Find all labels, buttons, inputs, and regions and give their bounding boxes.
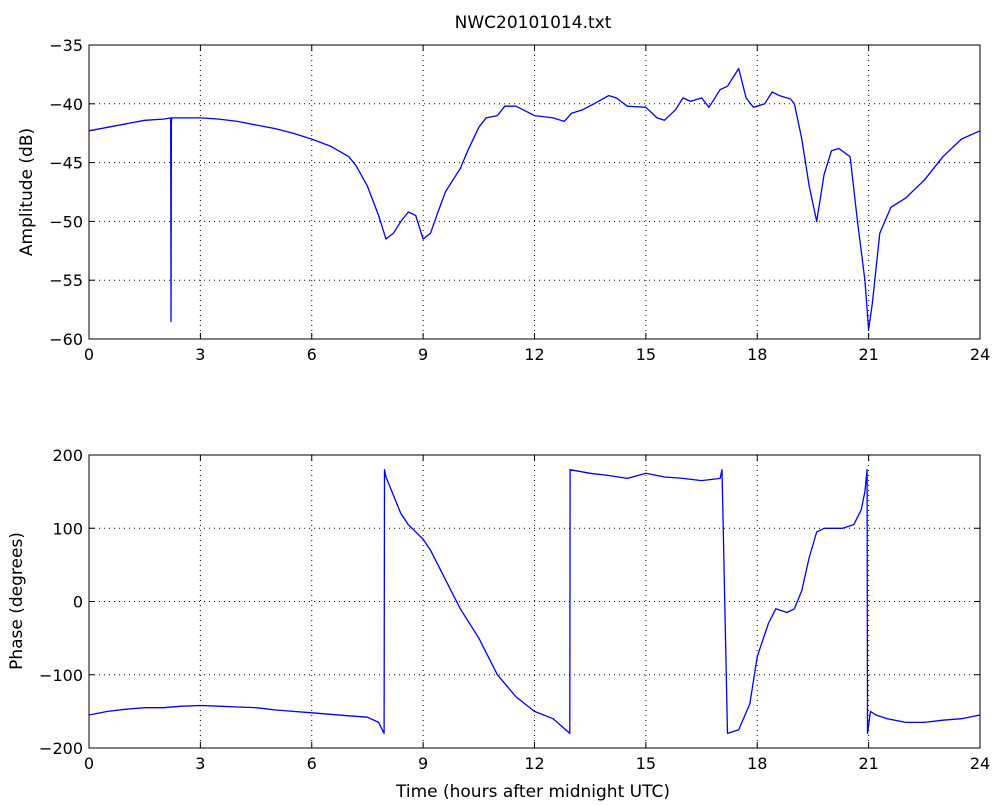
phase-xtick-label: 0: [84, 754, 94, 773]
phase-ytick-label: −200: [39, 739, 83, 758]
phase-xtick-label: 18: [747, 754, 767, 773]
amplitude-xtick-label: 12: [524, 345, 544, 364]
phase-ytick-label: 0: [73, 593, 83, 612]
amplitude-series-line: [88, 67, 981, 331]
phase-series-line: [88, 469, 981, 735]
amplitude-xtick-label: 24: [970, 345, 990, 364]
amplitude-ytick-label: −50: [49, 212, 83, 231]
phase-xtick-label: 12: [524, 754, 544, 773]
phase-ytick-label: 200: [52, 446, 83, 465]
amplitude-xtick-label: 21: [858, 345, 878, 364]
amplitude-plot: 0 3 6 9 12 15 18 21 24 −60 −55 −50 −45 −40 −35 Amplitu…: [17, 36, 990, 364]
amplitude-ticks: 0 3 6 9 12 15 18 21 24 −60 −55 −50 −45 −40 −35: [49, 36, 990, 364]
amplitude-grid: [89, 45, 980, 339]
phase-xlabel: Time (hours after midnight UTC): [395, 782, 670, 802]
amplitude-ytick-label: −60: [49, 330, 83, 349]
amplitude-ytick-label: −45: [49, 154, 83, 173]
phase-line: [88, 469, 981, 735]
phase-ytick-label: 100: [52, 519, 83, 538]
phase-plot: 0 3 6 9 12 15 18 21 24 −200 −100 0 100 200 Phase (deg…: [7, 446, 990, 802]
amplitude-line: [88, 67, 981, 331]
phase-xtick-label: 24: [970, 754, 990, 773]
amplitude-xtick-label: 15: [636, 345, 656, 364]
amplitude-xtick-label: 3: [195, 345, 205, 364]
phase-xtick-label: 21: [858, 754, 878, 773]
amplitude-ylabel: Amplitude (dB): [17, 128, 37, 256]
amplitude-xtick-label: 18: [747, 345, 767, 364]
amplitude-xtick-label: 9: [418, 345, 428, 364]
phase-grid: [89, 455, 980, 748]
amplitude-xtick-label: 6: [307, 345, 317, 364]
phase-xtick-label: 3: [195, 754, 205, 773]
amplitude-ytick-label: −35: [49, 36, 83, 55]
chart-title: NWC20101014.txt: [455, 13, 612, 33]
phase-ticks: 0 3 6 9 12 15 18 21 24 −200 −100 0 100 200: [39, 446, 990, 773]
amplitude-xtick-label: 0: [84, 345, 94, 364]
phase-ylabel: Phase (degrees): [7, 532, 27, 670]
phase-xtick-label: 6: [307, 754, 317, 773]
amplitude-ytick-label: −40: [49, 95, 83, 114]
phase-xtick-label: 15: [636, 754, 656, 773]
phase-ytick-label: −100: [39, 666, 83, 685]
amplitude-ytick-label: −55: [49, 271, 83, 290]
phase-xtick-label: 9: [418, 754, 428, 773]
